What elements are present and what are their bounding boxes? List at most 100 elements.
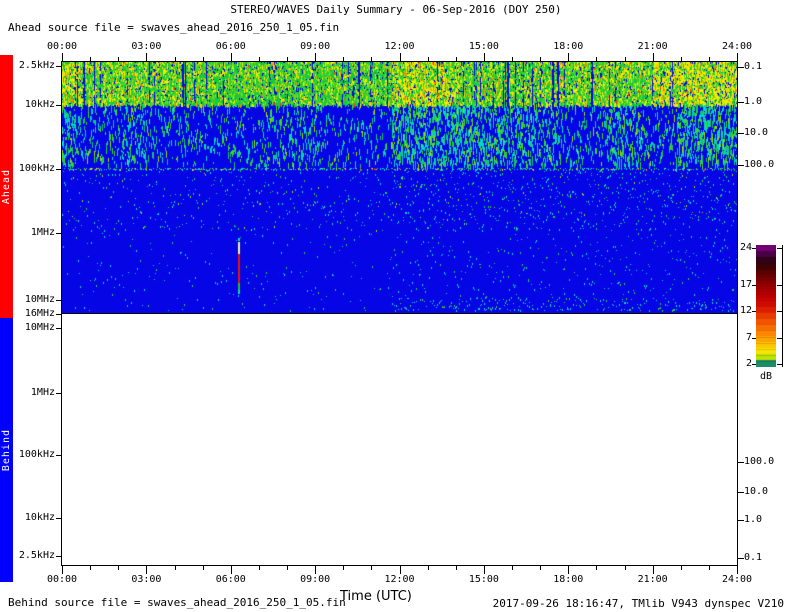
freq-tick-mark <box>56 233 62 234</box>
behind-spectrogram-panel <box>61 313 738 566</box>
colorbar-tick-mark <box>752 248 756 249</box>
right-axis-tick-mark <box>738 133 744 134</box>
time-tick-mark <box>512 565 513 570</box>
ahead-source-label: Ahead source file = swaves_ahead_2016_25… <box>8 21 340 34</box>
time-tick-mark <box>709 57 710 62</box>
time-tick-label: 06:00 <box>215 41 246 52</box>
time-tick-mark <box>709 565 710 570</box>
time-tick-mark <box>62 53 63 62</box>
time-tick-label: 24:00 <box>721 41 753 52</box>
freq-tick-label: 1MHz <box>30 227 55 238</box>
time-axis-title: Time (UTC) <box>340 589 412 604</box>
time-tick-mark <box>400 565 401 574</box>
time-tick-mark <box>259 565 260 570</box>
freq-tick-mark <box>56 556 62 557</box>
right-axis-tick-mark <box>738 558 744 559</box>
right-axis-tick-mark <box>738 165 744 166</box>
time-tick-mark <box>540 57 541 62</box>
time-tick-mark <box>146 565 147 574</box>
time-tick-mark <box>259 57 260 62</box>
time-tick-mark <box>737 565 738 574</box>
time-tick-mark <box>653 53 654 62</box>
colorbar-tick-label: 17 <box>739 279 752 290</box>
time-tick-mark <box>90 565 91 570</box>
time-tick-mark <box>568 565 569 574</box>
time-tick-mark <box>343 565 344 570</box>
time-tick-mark <box>287 565 288 570</box>
freq-tick-mark <box>56 328 62 329</box>
time-tick-mark <box>231 565 232 574</box>
time-tick-mark <box>596 565 597 570</box>
freq-tick-label: 100kHz <box>18 163 55 174</box>
time-tick-label: 15:00 <box>468 41 499 52</box>
freq-tick-label: 10kHz <box>24 512 55 523</box>
time-tick-label: 18:00 <box>553 41 584 52</box>
right-axis-tick-mark <box>738 102 744 103</box>
freq-tick-label: 10MHz <box>24 322 55 333</box>
time-tick-mark <box>653 565 654 574</box>
time-tick-mark <box>146 53 147 62</box>
right-axis-tick-label: 0.1 <box>744 552 763 563</box>
ahead-side-bar: Ahead <box>0 55 13 318</box>
time-tick-mark <box>118 565 119 570</box>
time-tick-mark <box>315 53 316 62</box>
render-timestamp: 2017-09-26 18:16:47, TMlib V943 dynspec … <box>492 597 784 610</box>
time-tick-label: 24:00 <box>721 574 753 585</box>
time-tick-mark <box>540 565 541 570</box>
colorbar-tick-label: 2 <box>745 358 752 369</box>
colorbar-tick-label: 7 <box>745 332 752 343</box>
colorbar-tick-mark <box>777 285 782 286</box>
freq-tick-mark <box>56 169 62 170</box>
right-axis-tick-label: 10.0 <box>744 486 769 497</box>
time-tick-label: 09:00 <box>300 574 331 585</box>
freq-tick-label: 100kHz <box>18 449 55 460</box>
time-tick-mark <box>231 53 232 62</box>
behind-side-bar: Behind <box>0 318 13 582</box>
time-tick-mark <box>118 57 119 62</box>
freq-tick-mark <box>56 314 62 315</box>
right-axis-tick-mark <box>738 67 744 68</box>
time-tick-label: 12:00 <box>384 41 415 52</box>
freq-tick-mark <box>56 105 62 106</box>
colorbar-tick-mark <box>752 364 756 365</box>
time-tick-mark <box>568 53 569 62</box>
time-tick-mark <box>625 565 626 570</box>
colorbar-tick-mark <box>777 311 782 312</box>
time-tick-mark <box>681 57 682 62</box>
freq-tick-label: 2.5kHz <box>18 60 55 71</box>
time-tick-mark <box>203 565 204 570</box>
freq-tick-label: 10MHz <box>24 294 55 305</box>
time-tick-mark <box>343 57 344 62</box>
time-tick-label: 15:00 <box>468 574 499 585</box>
time-tick-mark <box>400 53 401 62</box>
freq-tick-label: 10kHz <box>24 99 55 110</box>
freq-tick-mark <box>56 455 62 456</box>
time-tick-mark <box>428 57 429 62</box>
time-tick-mark <box>203 57 204 62</box>
time-tick-label: 00:00 <box>46 574 78 585</box>
time-tick-mark <box>737 53 738 62</box>
right-axis-tick-label: 100.0 <box>744 159 775 170</box>
right-axis-tick-label: 100.0 <box>744 456 775 467</box>
colorbar-unit-label: dB <box>759 371 773 382</box>
time-tick-mark <box>456 565 457 570</box>
time-tick-mark <box>625 57 626 62</box>
ahead-spectrogram-canvas <box>62 62 737 313</box>
time-tick-mark <box>484 565 485 574</box>
time-tick-mark <box>456 57 457 62</box>
time-tick-mark <box>512 57 513 62</box>
time-tick-label: 00:00 <box>46 41 78 52</box>
colorbar-tick-mark <box>752 285 756 286</box>
time-tick-mark <box>175 57 176 62</box>
colorbar-tick-mark <box>777 364 782 365</box>
freq-tick-label: 2.5kHz <box>18 550 55 561</box>
time-tick-label: 12:00 <box>384 574 415 585</box>
freq-tick-mark <box>56 393 62 394</box>
time-tick-mark <box>428 565 429 570</box>
time-tick-mark <box>62 565 63 574</box>
ahead-spectrogram-panel <box>61 61 738 314</box>
time-tick-label: 06:00 <box>215 574 246 585</box>
right-axis-tick-label: 0.1 <box>744 61 763 72</box>
time-tick-label: 21:00 <box>637 574 668 585</box>
